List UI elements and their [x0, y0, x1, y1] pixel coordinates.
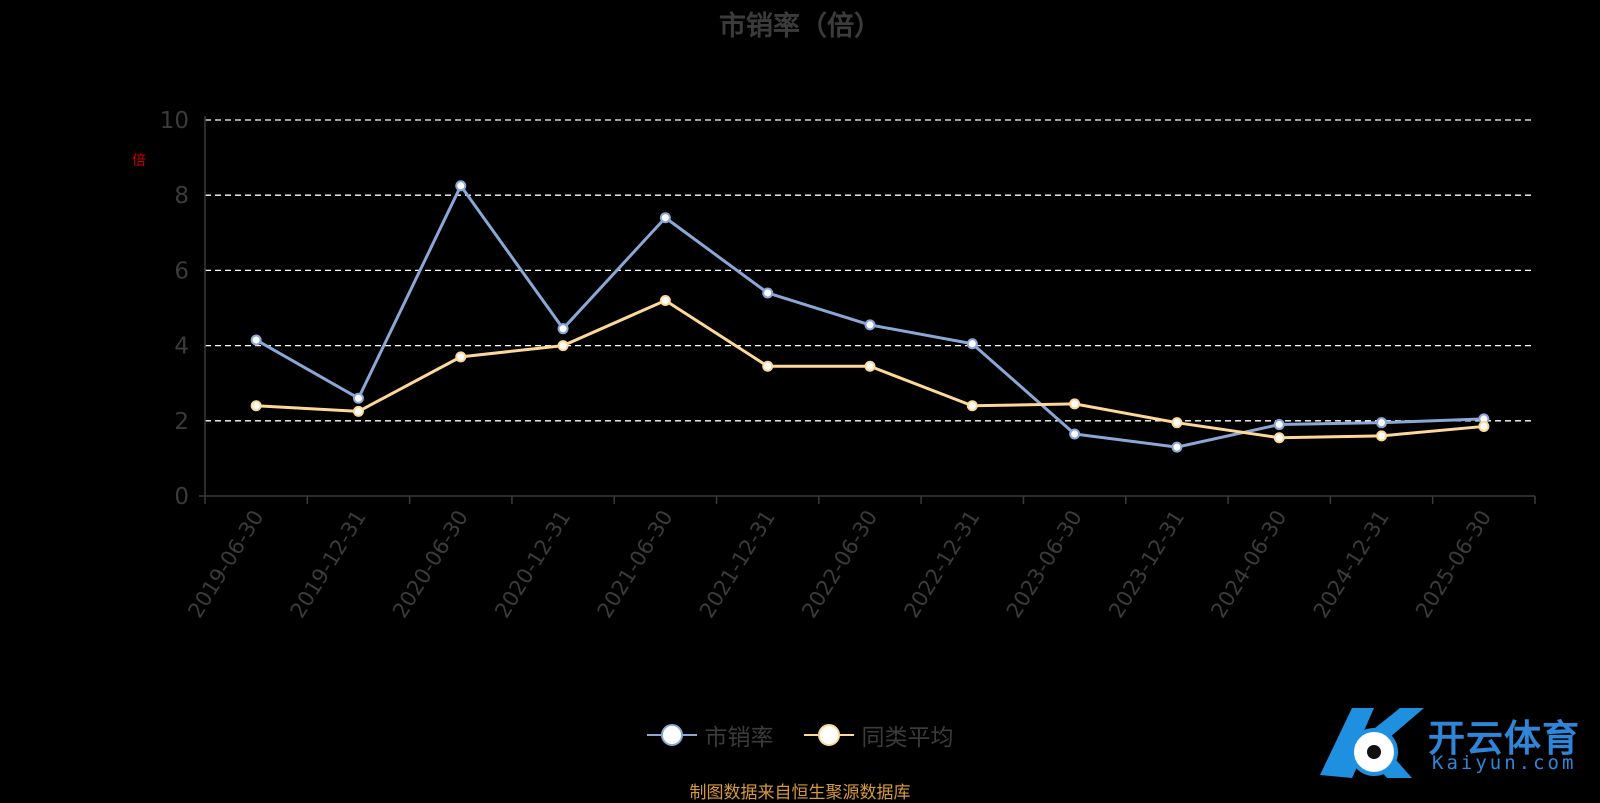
data-point[interactable]	[966, 338, 978, 350]
data-point[interactable]	[1376, 430, 1388, 442]
y-tick-labels: 0 2 4 6 8 10	[160, 108, 189, 510]
y-tick-label: 0	[174, 484, 189, 510]
y-tick-label: 6	[174, 258, 189, 284]
data-point[interactable]	[659, 294, 671, 306]
legend-marker-icon	[803, 724, 854, 746]
series-1	[250, 294, 1490, 444]
legend-marker-icon	[646, 724, 697, 746]
x-tick-label: 2022-06-30	[797, 506, 882, 622]
legend-item-series-0[interactable]: 市销率	[646, 718, 774, 752]
y-unit-label: 倍	[132, 153, 146, 169]
logo-subtext: Kaiyun.com	[1432, 752, 1577, 774]
data-point[interactable]	[762, 360, 774, 372]
data-point[interactable]	[455, 351, 467, 363]
data-point[interactable]	[1171, 441, 1183, 453]
series-0	[250, 180, 1490, 453]
x-tick-label: 2020-06-30	[388, 506, 473, 622]
data-point[interactable]	[864, 360, 876, 372]
data-point[interactable]	[1171, 417, 1183, 429]
source-note: 制图数据来自恒生聚源数据库	[689, 783, 911, 803]
data-point[interactable]	[352, 392, 364, 404]
x-tick-label: 2024-12-31	[1309, 506, 1394, 622]
series-group	[250, 180, 1490, 453]
data-point[interactable]	[1376, 417, 1388, 429]
x-tick-label: 2019-12-31	[286, 506, 371, 622]
data-point[interactable]	[762, 287, 774, 299]
legend: 市销率 同类平均	[0, 718, 1600, 752]
y-tick-label: 10	[160, 108, 189, 134]
data-point[interactable]	[455, 180, 467, 192]
data-point[interactable]	[1273, 432, 1285, 444]
chart-title: 市销率（倍）	[719, 11, 881, 42]
legend-label-series-0: 市销率	[704, 725, 774, 751]
legend-label-series-1: 同类平均	[861, 725, 954, 751]
x-tick-label: 2023-06-30	[1002, 506, 1087, 622]
data-point[interactable]	[1069, 428, 1081, 440]
data-point[interactable]	[352, 405, 364, 417]
logo-text: 开云体育	[1428, 717, 1580, 760]
data-point[interactable]	[864, 319, 876, 331]
data-point[interactable]	[250, 334, 262, 346]
axes	[199, 116, 1536, 504]
data-point[interactable]	[1478, 420, 1490, 432]
x-tick-label: 2019-06-30	[183, 506, 268, 622]
legend-item-series-1[interactable]: 同类平均	[803, 718, 954, 752]
grid-lines	[205, 119, 1535, 422]
x-tick-label: 2021-12-31	[695, 506, 780, 622]
data-point[interactable]	[250, 400, 262, 412]
y-tick-label: 4	[174, 334, 189, 360]
series-line	[255, 184, 1484, 449]
x-tick-label: 2021-06-30	[593, 506, 678, 622]
y-tick-label: 2	[174, 409, 189, 435]
data-point[interactable]	[966, 400, 978, 412]
x-tick-labels: 2019-06-30 2019-12-31 2020-06-30 2020-12-31…	[183, 506, 1496, 622]
data-point[interactable]	[659, 212, 671, 224]
data-point[interactable]	[1273, 419, 1285, 431]
x-tick-label: 2023-12-31	[1104, 506, 1189, 622]
data-point[interactable]	[1069, 398, 1081, 410]
data-point[interactable]	[557, 323, 569, 335]
x-tick-label: 2020-12-31	[490, 506, 575, 622]
kaiyun-logo-icon	[1320, 708, 1424, 778]
x-tick-label: 2024-06-30	[1206, 506, 1291, 622]
data-point[interactable]	[557, 340, 569, 352]
y-tick-label: 8	[174, 183, 189, 209]
x-tick-label: 2025-06-30	[1411, 506, 1496, 622]
x-tick-label: 2022-12-31	[900, 506, 985, 622]
